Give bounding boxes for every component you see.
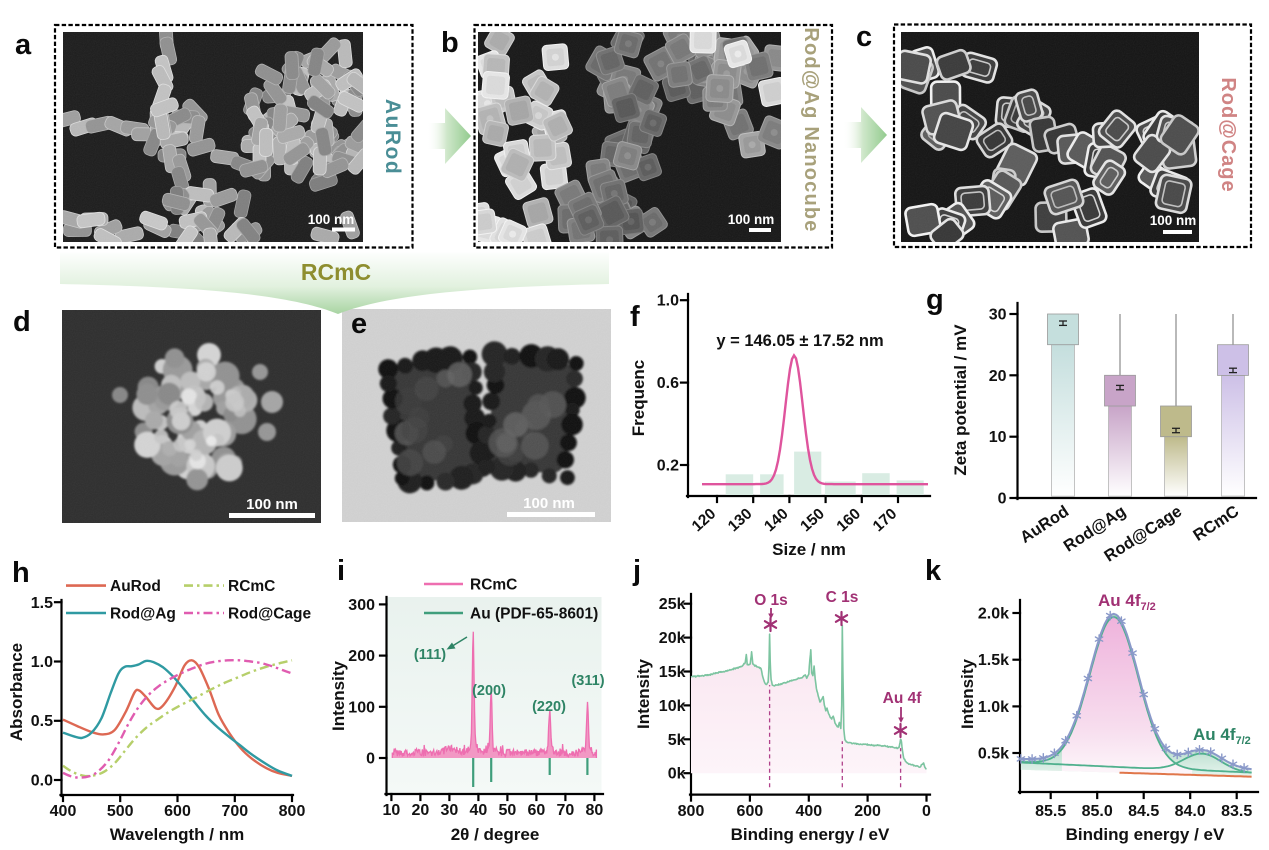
svg-text:84.5: 84.5 bbox=[1128, 803, 1159, 820]
svg-text:84.0: 84.0 bbox=[1175, 803, 1206, 820]
svg-text:20k: 20k bbox=[659, 630, 686, 647]
svg-text:100 nm: 100 nm bbox=[1150, 213, 1197, 228]
svg-text:300: 300 bbox=[348, 597, 375, 614]
svg-text:600: 600 bbox=[164, 803, 191, 820]
svg-text:Intensity: Intensity bbox=[329, 661, 348, 731]
svg-text:(200): (200) bbox=[472, 683, 506, 699]
svg-text:Rod@Ag Nanocube: Rod@Ag Nanocube bbox=[800, 27, 822, 232]
svg-text:100: 100 bbox=[348, 699, 375, 716]
svg-text:0.6: 0.6 bbox=[657, 375, 679, 392]
svg-text:Rod@Cage: Rod@Cage bbox=[1217, 77, 1239, 192]
svg-text:800: 800 bbox=[279, 803, 306, 820]
svg-text:0: 0 bbox=[922, 803, 931, 820]
svg-text:Binding energy / eV: Binding energy / eV bbox=[731, 825, 890, 844]
svg-text:30: 30 bbox=[989, 307, 1007, 324]
svg-text:83.5: 83.5 bbox=[1221, 803, 1252, 820]
svg-text:RCmC: RCmC bbox=[301, 259, 371, 285]
svg-text:j: j bbox=[632, 555, 641, 587]
svg-text:f: f bbox=[630, 301, 640, 333]
svg-text:O 1s: O 1s bbox=[754, 592, 788, 609]
svg-text:1.0: 1.0 bbox=[31, 654, 53, 671]
svg-text:100 nm: 100 nm bbox=[523, 495, 575, 512]
svg-text:C 1s: C 1s bbox=[826, 589, 859, 606]
svg-text:0.2: 0.2 bbox=[657, 458, 679, 475]
svg-text:y = 146.05 ± 17.52 nm: y = 146.05 ± 17.52 nm bbox=[716, 332, 883, 350]
svg-text:85.5: 85.5 bbox=[1035, 803, 1066, 820]
svg-text:Binding energy / eV: Binding energy / eV bbox=[1066, 825, 1225, 844]
svg-text:1.0: 1.0 bbox=[657, 293, 679, 310]
svg-text:e: e bbox=[351, 308, 367, 340]
svg-text:10: 10 bbox=[989, 429, 1007, 446]
svg-text:RCmC: RCmC bbox=[470, 577, 517, 594]
svg-text:Absorbance: Absorbance bbox=[7, 643, 26, 741]
svg-text:2θ / degree: 2θ / degree bbox=[451, 825, 540, 844]
svg-text:400: 400 bbox=[50, 803, 77, 820]
svg-text:25k: 25k bbox=[659, 596, 686, 613]
svg-text:700: 700 bbox=[221, 803, 248, 820]
svg-text:AuRod: AuRod bbox=[110, 578, 161, 595]
svg-text:30: 30 bbox=[441, 802, 459, 819]
svg-text:85.0: 85.0 bbox=[1082, 803, 1113, 820]
svg-text:5k: 5k bbox=[668, 732, 686, 749]
svg-text:500: 500 bbox=[107, 803, 134, 820]
svg-text:Wavelength / nm: Wavelength / nm bbox=[110, 825, 244, 844]
svg-text:400: 400 bbox=[795, 803, 822, 820]
svg-text:70: 70 bbox=[557, 802, 575, 819]
svg-text:g: g bbox=[926, 284, 944, 316]
svg-text:Size / nm: Size / nm bbox=[772, 540, 846, 559]
svg-text:1.5k: 1.5k bbox=[978, 652, 1009, 669]
svg-text:Zeta potential / mV: Zeta potential / mV bbox=[951, 324, 970, 476]
svg-text:Intensity: Intensity bbox=[958, 659, 977, 729]
svg-text:200: 200 bbox=[854, 803, 881, 820]
svg-text:200: 200 bbox=[348, 648, 375, 665]
svg-text:60: 60 bbox=[528, 802, 546, 819]
svg-text:Rod@Cage: Rod@Cage bbox=[228, 606, 312, 623]
svg-text:0: 0 bbox=[998, 491, 1007, 508]
svg-text:50: 50 bbox=[499, 802, 517, 819]
svg-text:20: 20 bbox=[989, 368, 1007, 385]
svg-text:k: k bbox=[925, 555, 942, 587]
svg-text:0.5: 0.5 bbox=[31, 713, 53, 730]
svg-text:0.5k: 0.5k bbox=[978, 746, 1009, 763]
svg-text:RCmC: RCmC bbox=[228, 578, 275, 595]
svg-text:1.0k: 1.0k bbox=[978, 699, 1009, 716]
svg-text:600: 600 bbox=[737, 803, 764, 820]
svg-text:100 nm: 100 nm bbox=[728, 212, 775, 227]
svg-text:0.0: 0.0 bbox=[31, 773, 53, 790]
svg-text:0: 0 bbox=[366, 751, 375, 768]
svg-text:80: 80 bbox=[586, 802, 604, 819]
svg-text:Intensity: Intensity bbox=[634, 659, 653, 729]
svg-text:800: 800 bbox=[678, 803, 705, 820]
svg-text:Rod@Ag: Rod@Ag bbox=[110, 606, 176, 623]
svg-text:40: 40 bbox=[470, 802, 488, 819]
svg-text:b: b bbox=[441, 27, 459, 59]
svg-text:(220): (220) bbox=[532, 699, 566, 715]
svg-text:0k: 0k bbox=[668, 766, 686, 783]
svg-text:Au 4f: Au 4f bbox=[883, 690, 923, 707]
svg-text:a: a bbox=[15, 29, 32, 61]
svg-text:2.0k: 2.0k bbox=[978, 606, 1009, 623]
svg-text:20: 20 bbox=[412, 802, 430, 819]
svg-text:10k: 10k bbox=[659, 698, 686, 715]
svg-text:1.5: 1.5 bbox=[31, 595, 53, 612]
svg-text:AuRod: AuRod bbox=[381, 99, 404, 175]
svg-text:100 nm: 100 nm bbox=[246, 496, 298, 513]
svg-text:10: 10 bbox=[383, 802, 401, 819]
svg-text:d: d bbox=[13, 306, 31, 338]
svg-text:c: c bbox=[856, 21, 872, 53]
svg-text:h: h bbox=[12, 557, 30, 589]
svg-text:(111): (111) bbox=[414, 647, 446, 663]
svg-text:i: i bbox=[337, 555, 345, 587]
svg-text:100 nm: 100 nm bbox=[308, 212, 355, 227]
svg-text:(311): (311) bbox=[571, 673, 604, 689]
svg-text:Au (PDF-65-8601): Au (PDF-65-8601) bbox=[470, 606, 598, 623]
svg-text:Frequenc: Frequenc bbox=[629, 360, 648, 437]
svg-text:15k: 15k bbox=[659, 664, 686, 681]
